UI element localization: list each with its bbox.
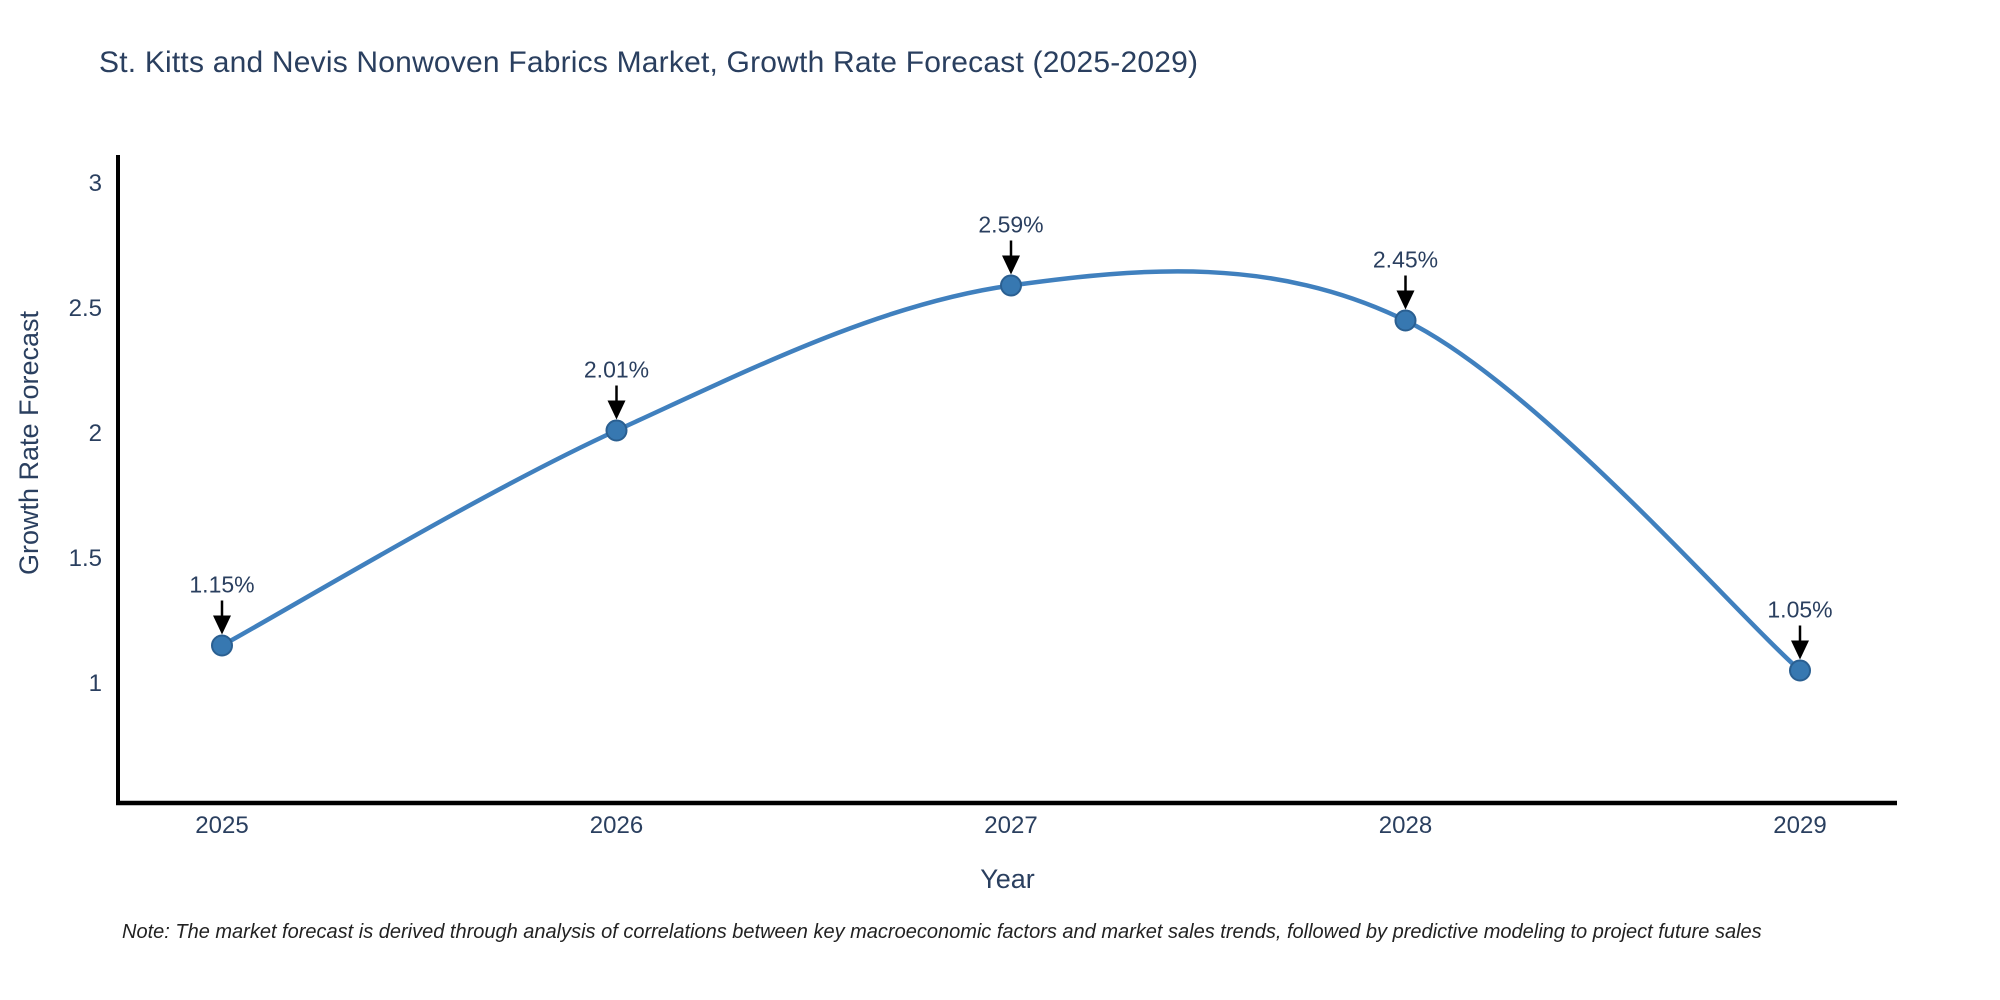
x-axis-title: Year [980, 864, 1035, 894]
point-annotation-label: 2.01% [584, 357, 649, 383]
x-tick-label: 2028 [1379, 812, 1432, 839]
data-point-marker[interactable] [1394, 309, 1417, 332]
y-tick-label: 3 [89, 170, 102, 197]
x-tick-label: 2026 [590, 812, 643, 839]
y-tick-label: 2.5 [69, 295, 102, 322]
point-annotation-label: 1.05% [1767, 597, 1832, 623]
x-tick-label: 2027 [984, 812, 1037, 839]
data-point-marker[interactable] [1000, 274, 1022, 297]
y-tick-label: 2 [89, 420, 102, 447]
annotation-arrowhead-icon [1002, 255, 1020, 275]
data-point-marker[interactable] [211, 634, 233, 657]
annotation-arrowhead-icon [1396, 290, 1415, 310]
y-tick-label: 1 [89, 670, 102, 697]
data-point-marker[interactable] [605, 419, 628, 442]
chart-title: St. Kitts and Nevis Nonwoven Fabrics Mar… [99, 46, 1199, 79]
annotation-arrowhead-icon [213, 615, 231, 635]
series-line [219, 269, 1803, 673]
annotation-arrowhead-icon [607, 400, 626, 420]
y-tick-label: 1.5 [69, 545, 102, 572]
point-annotation-label: 1.15% [189, 572, 254, 598]
x-tick-label: 2029 [1773, 812, 1826, 839]
y-axis-title: Growth Rate Forecast [14, 310, 44, 575]
point-annotation-label: 2.45% [1373, 247, 1438, 273]
annotation-arrowhead-icon [1791, 640, 1809, 660]
point-annotation-label: 2.59% [978, 212, 1043, 238]
x-tick-label: 2025 [195, 812, 248, 839]
data-point-marker[interactable] [1789, 659, 1811, 682]
chart-footnote: Note: The market forecast is derived thr… [122, 921, 1762, 943]
